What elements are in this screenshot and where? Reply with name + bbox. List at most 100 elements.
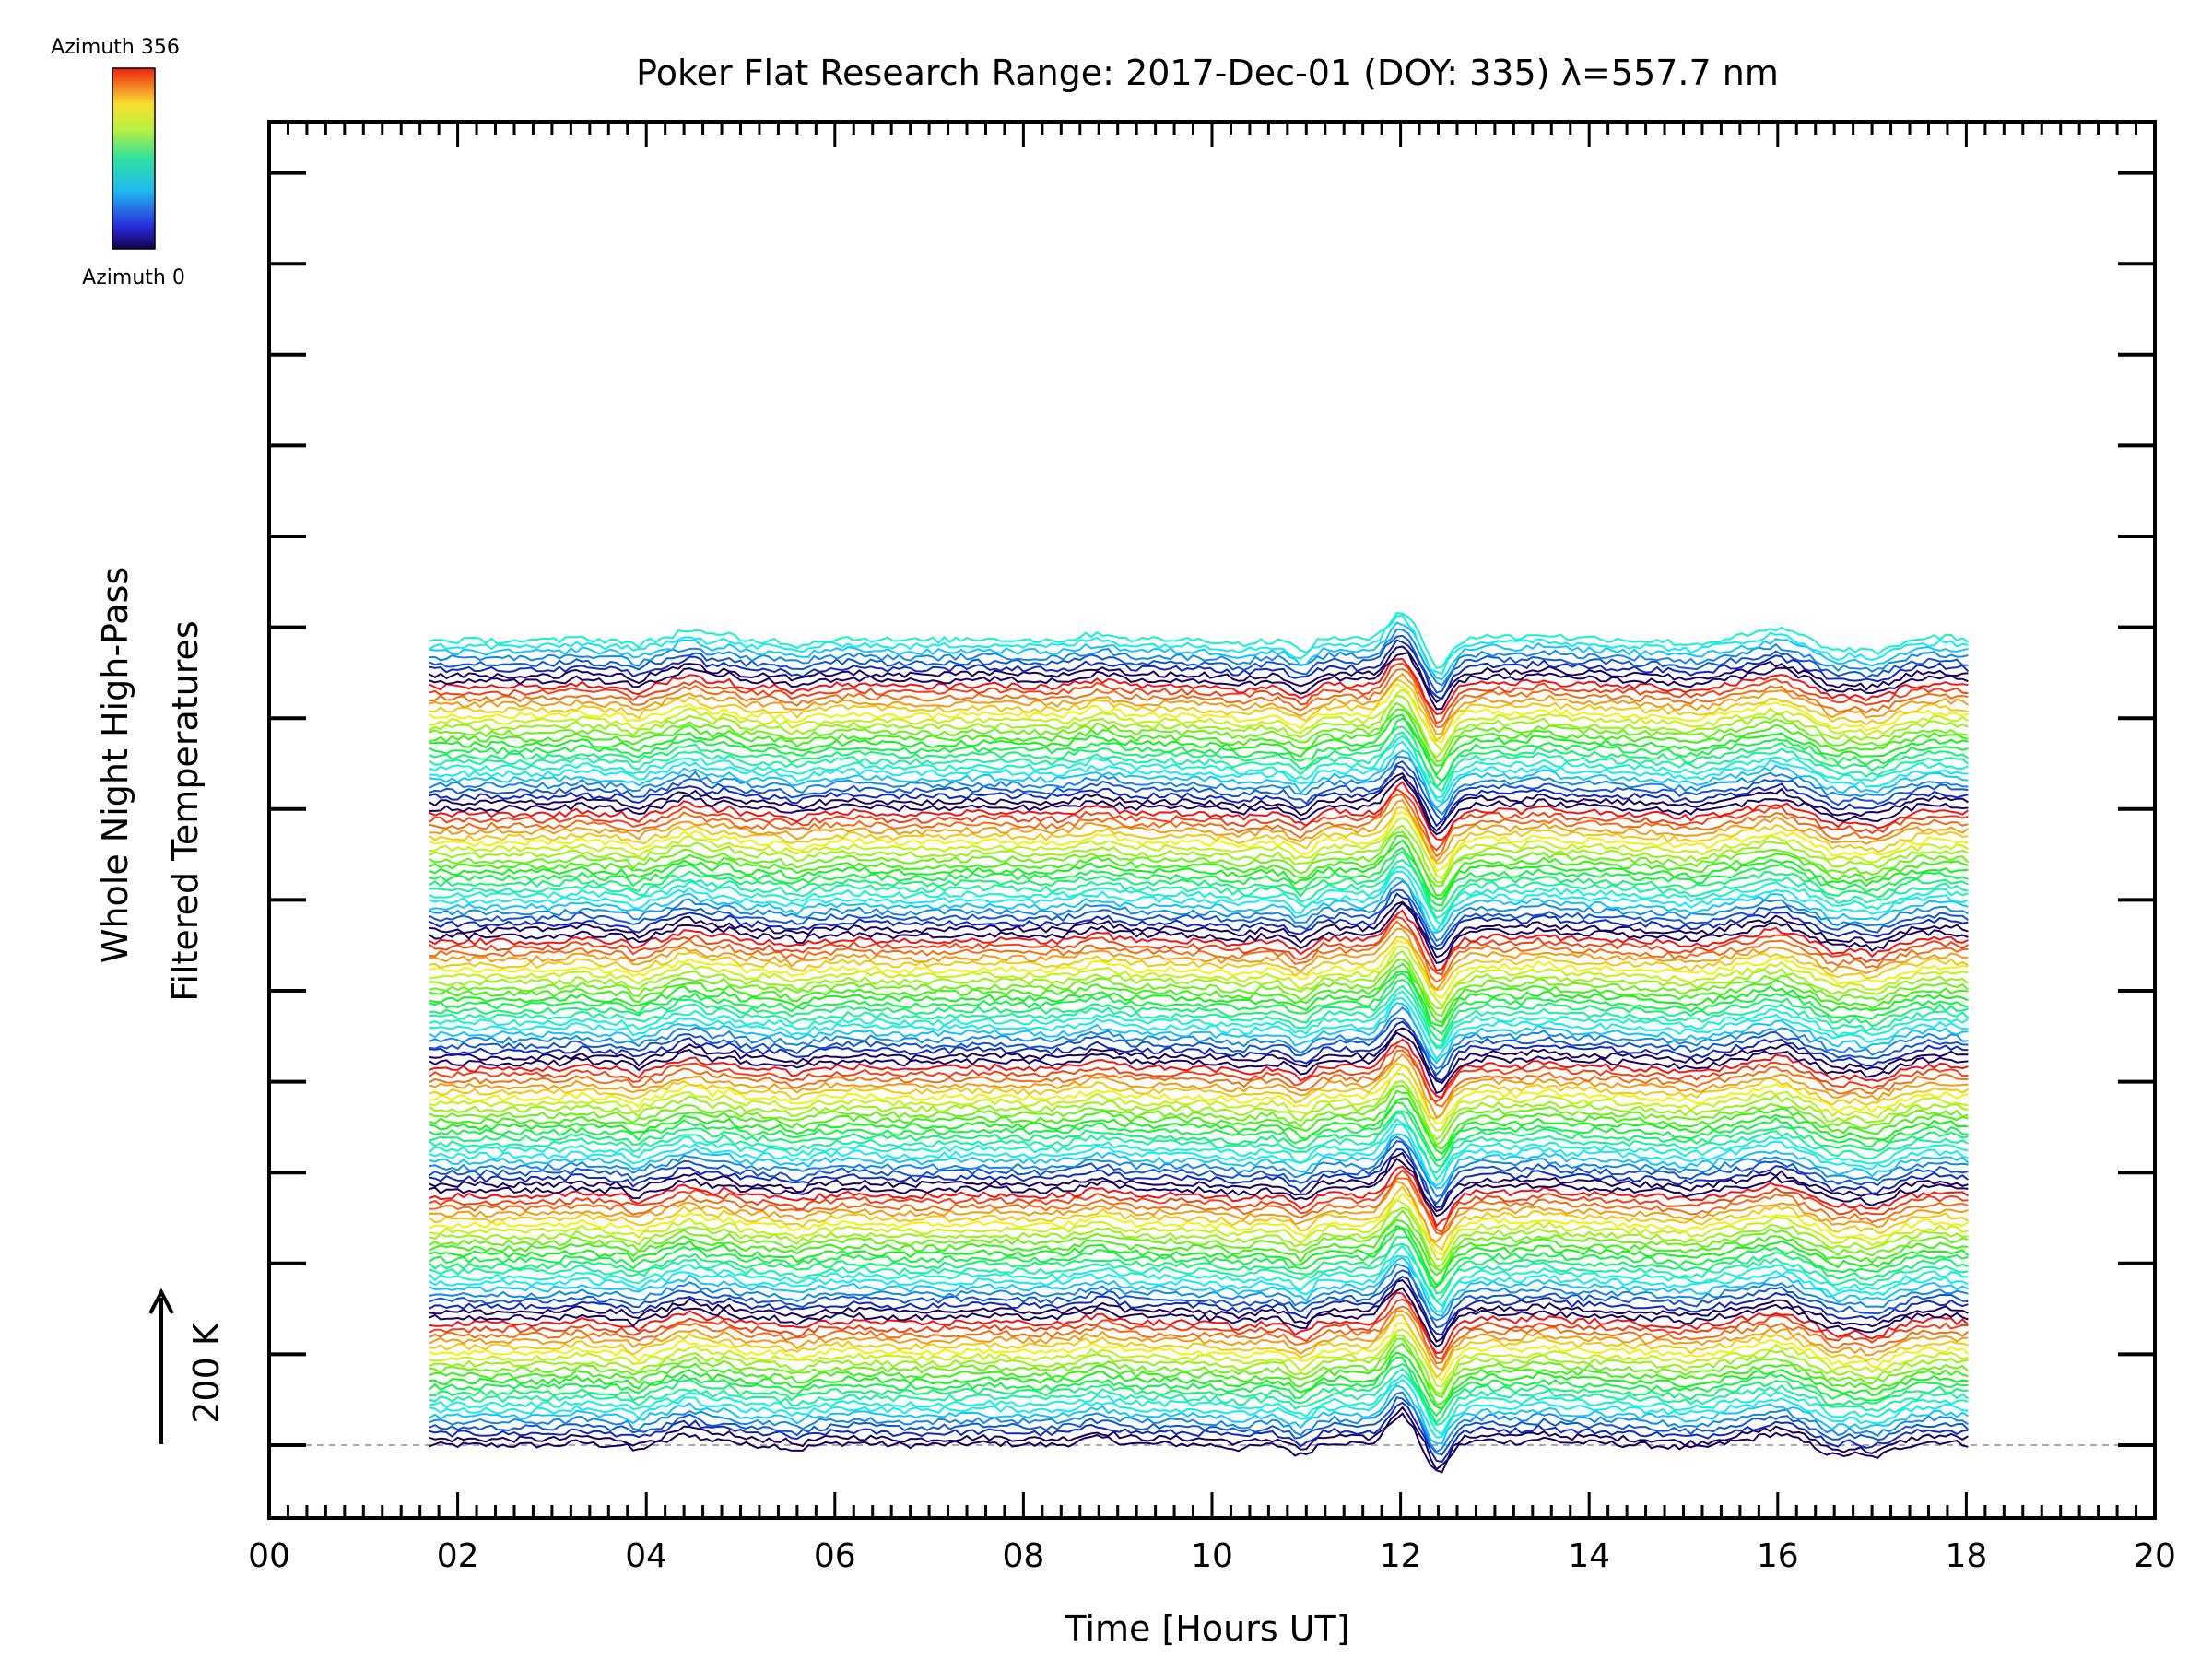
trace-line (429, 1064, 1969, 1124)
trace-line (429, 1157, 1969, 1218)
trace-line (429, 990, 1969, 1050)
trace-line (429, 1256, 1969, 1318)
trace-line (429, 1209, 1969, 1272)
trace-line (429, 662, 1969, 725)
trace-line (429, 909, 1969, 972)
trace-line (429, 651, 1969, 711)
trace-line (429, 1224, 1970, 1287)
trace-line (429, 1169, 1969, 1234)
trace-line (429, 839, 1969, 900)
trace-line (429, 1362, 1969, 1425)
trace-line (429, 1322, 1970, 1383)
trace-line (429, 830, 1970, 888)
trace-line (429, 1031, 1969, 1095)
trace-line (429, 788, 1969, 852)
trace-line (429, 621, 1969, 681)
colorbar-top-label: Azimuth 356 (51, 36, 180, 59)
trace-line (429, 1378, 1969, 1439)
trace-line (429, 1412, 1969, 1474)
trace-line (429, 735, 1969, 799)
trace-line (429, 725, 1969, 789)
trace-line (429, 1112, 1969, 1174)
x-tick-label: 12 (1380, 1537, 1422, 1575)
trace-line (429, 1328, 1969, 1388)
trace-line (429, 834, 1969, 897)
trace-line (429, 771, 1969, 832)
trace-line (429, 1337, 1970, 1399)
x-tick-label: 20 (2134, 1537, 2176, 1575)
trace-line (429, 1117, 1969, 1182)
trace-line (429, 1101, 1969, 1162)
trace-line (429, 1123, 1969, 1187)
trace-line (429, 1269, 1969, 1329)
trace-line (429, 1235, 1969, 1295)
trace-line (429, 1244, 1969, 1308)
trace-line (429, 1351, 1969, 1411)
x-tick-label: 04 (625, 1537, 667, 1575)
trace-line (429, 1254, 1969, 1312)
trace-line (429, 614, 1969, 676)
y-axis-label-line1: Whole Night High-Pass (95, 567, 135, 963)
trace-line (429, 1180, 1969, 1243)
trace-line (429, 1242, 1969, 1303)
trace-line (429, 634, 1969, 694)
trace-line (429, 870, 1969, 934)
trace-line (429, 901, 1969, 965)
x-tick-label: 16 (1757, 1537, 1799, 1575)
x-tick-label: 08 (1002, 1537, 1044, 1575)
trace-line (429, 1198, 1969, 1261)
trace-line (429, 1089, 1969, 1150)
trace-line (429, 1147, 1970, 1209)
trace-line (429, 682, 1969, 744)
trace-line (429, 877, 1969, 934)
trace-line (429, 1097, 1969, 1156)
trace-line (429, 749, 1969, 810)
trace-line (429, 667, 1969, 728)
trace-line (429, 927, 1969, 991)
trace-line (429, 824, 1969, 884)
trace-line (429, 850, 1969, 912)
trace-line (429, 1151, 1969, 1213)
trace-line (429, 612, 1969, 670)
trace-line (429, 1020, 1969, 1082)
trace-line (429, 1044, 1969, 1103)
trace-line (429, 879, 1969, 942)
colorbar-bottom-label: Azimuth 0 (82, 266, 185, 289)
trace-line (429, 657, 1969, 715)
x-axis-label: Time [Hours UT] (1064, 1608, 1349, 1649)
trace-line (429, 1406, 1969, 1471)
trace-line (429, 1177, 1969, 1236)
trace-line (429, 1049, 1969, 1108)
trace-line (429, 1391, 1969, 1453)
trace-line (429, 781, 1969, 841)
trace-line (429, 972, 1969, 1036)
trace-line (429, 764, 1969, 828)
trace-line (429, 694, 1969, 759)
trace-line (429, 1305, 1970, 1365)
trace-line (429, 1275, 1969, 1336)
x-tick-label: 18 (1945, 1537, 1987, 1575)
x-tick-labels: 00 02 04 06 08 10 12 14 16 18 20 (248, 1537, 2176, 1575)
trace-line (429, 740, 1969, 804)
trace-line (429, 984, 1970, 1047)
trace-line (429, 1368, 1969, 1427)
trace-line (429, 1227, 1969, 1288)
trace-line (429, 900, 1969, 959)
trace-line (429, 1038, 1969, 1100)
trace-line (429, 1053, 1969, 1119)
trace-line (429, 731, 1970, 794)
trace-line (429, 1298, 1969, 1360)
x-tick-label: 02 (437, 1537, 479, 1575)
trace-line (429, 892, 1969, 951)
x-tick-label: 06 (814, 1537, 856, 1575)
trace-line (429, 688, 1969, 753)
trace-line (429, 1291, 1970, 1355)
trace-line (429, 1342, 1969, 1406)
trace-line (429, 1073, 1969, 1132)
x-tick-label: 14 (1568, 1537, 1610, 1575)
trace-line (429, 628, 1969, 687)
colorbar: Azimuth 356 Azimuth 0 (51, 36, 185, 289)
trace-line (429, 1356, 1969, 1418)
scale-arrow (148, 1288, 174, 1444)
